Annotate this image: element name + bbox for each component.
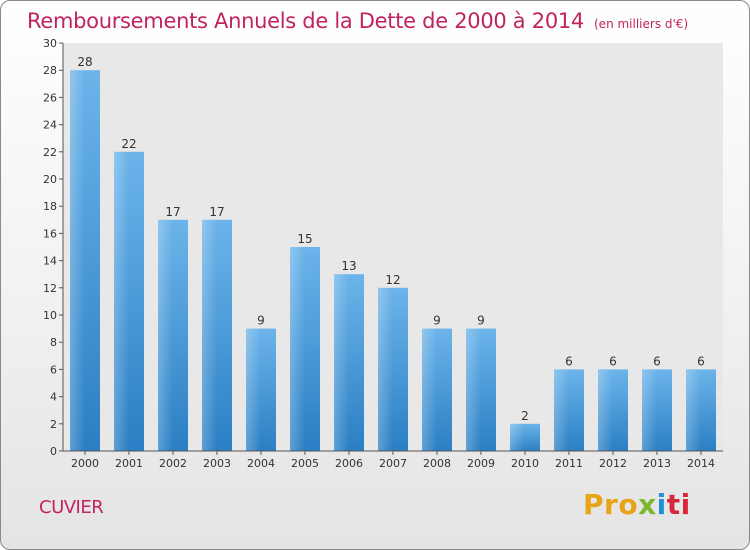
x-tick-label: 2006 <box>335 457 363 470</box>
bar-value-label: 6 <box>697 354 705 368</box>
y-tick-label: 18 <box>43 200 57 213</box>
logo-part-1: Pro <box>583 488 639 521</box>
x-tick-label: 2003 <box>203 457 231 470</box>
proxiti-logo[interactable]: Proxiti <box>583 488 691 521</box>
x-tick-label: 2014 <box>687 457 715 470</box>
bar-highlight <box>598 369 613 451</box>
bar-highlight <box>334 274 349 451</box>
bar-value-label: 17 <box>209 205 224 219</box>
chart-unit: (en milliers d'€) <box>594 17 689 31</box>
bar-value-label: 15 <box>297 232 312 246</box>
x-tick-label: 2010 <box>511 457 539 470</box>
chart-title-text: Remboursements Annuels de la Dette de 20… <box>27 9 584 33</box>
town-name: CUVIER <box>39 497 104 518</box>
bar-value-label: 12 <box>385 273 400 287</box>
x-tick-label: 2000 <box>71 457 99 470</box>
x-tick-label: 2001 <box>115 457 143 470</box>
bar-highlight <box>378 287 393 451</box>
x-tick-label: 2011 <box>555 457 583 470</box>
bar-highlight <box>158 219 173 451</box>
bar-value-label: 9 <box>477 314 485 328</box>
bars: 28 22 17 17 9 15 13 12 9 9 2 6 6 6 6 <box>70 55 716 452</box>
y-tick-label: 8 <box>50 336 57 349</box>
y-tick-label: 24 <box>43 119 57 132</box>
bar-value-label: 2 <box>521 409 529 423</box>
logo-part-2: x <box>638 488 657 521</box>
x-tick-label: 2009 <box>467 457 495 470</box>
y-tick-label: 10 <box>43 309 57 322</box>
y-tick-label: 0 <box>50 445 57 458</box>
y-tick-label: 20 <box>43 173 57 186</box>
x-tick-label: 2012 <box>599 457 627 470</box>
bar-value-label: 6 <box>565 354 573 368</box>
bar-highlight <box>466 328 481 451</box>
y-tick-label: 4 <box>50 391 57 404</box>
x-axis: 2000 2001 2002 2003 2004 2005 2006 2007 2008 2009… <box>63 450 723 470</box>
x-tick-label: 2002 <box>159 457 187 470</box>
y-tick-label: 22 <box>43 146 57 159</box>
bar-value-label: 17 <box>165 205 180 219</box>
bar-highlight <box>70 70 85 451</box>
y-tick-label: 30 <box>43 37 57 50</box>
y-tick-label: 6 <box>50 363 57 376</box>
y-tick-label: 12 <box>43 282 57 295</box>
bar-highlight <box>642 369 657 451</box>
bar-value-label: 6 <box>609 354 617 368</box>
x-tick-label: 2005 <box>291 457 319 470</box>
y-tick-label: 16 <box>43 227 57 240</box>
bar-value-label: 28 <box>77 55 92 69</box>
logo-part-3: i <box>656 488 667 521</box>
bar-highlight <box>114 151 129 452</box>
bar-value-label: 13 <box>341 259 356 273</box>
y-tick-label: 2 <box>50 418 57 431</box>
bar-highlight <box>246 328 261 451</box>
bar-highlight <box>510 423 525 451</box>
y-tick-label: 26 <box>43 91 57 104</box>
bar-highlight <box>290 247 305 451</box>
x-tick-label: 2008 <box>423 457 451 470</box>
bar-highlight <box>202 219 217 451</box>
bar-value-label: 22 <box>121 137 136 151</box>
bar-value-label: 6 <box>653 354 661 368</box>
x-tick-label: 2004 <box>247 457 275 470</box>
y-tick-label: 28 <box>43 64 57 77</box>
bar-highlight <box>554 369 569 451</box>
x-tick-label: 2013 <box>643 457 671 470</box>
bar-highlight <box>422 328 437 451</box>
bar-value-label: 9 <box>257 314 265 328</box>
x-tick-label: 2007 <box>379 457 407 470</box>
bar-highlight <box>686 369 701 451</box>
logo-part-4: ti <box>666 488 691 521</box>
chart-title: Remboursements Annuels de la Dette de 20… <box>27 9 688 33</box>
bar-value-label: 9 <box>433 314 441 328</box>
y-tick-label: 14 <box>43 255 57 268</box>
